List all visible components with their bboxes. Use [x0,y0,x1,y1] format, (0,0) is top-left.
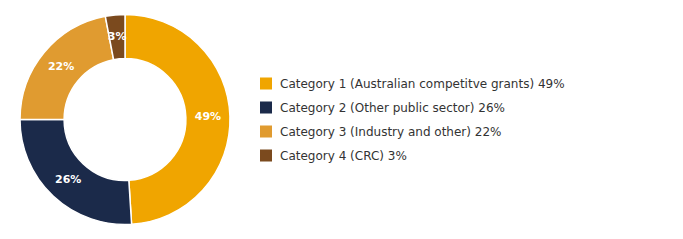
legend-item: Category 4 (CRC) 3% [260,149,407,163]
legend-label: Category 2 (Other public sector) 26% [280,101,505,115]
slices [20,15,230,225]
slice [20,16,114,119]
data-label: 3% [108,30,127,43]
legend-label: Category 1 (Australian competitve grants… [280,77,565,91]
legend-swatch [260,78,272,90]
legend: Category 1 (Australian competitve grants… [260,77,565,163]
legend-swatch [260,126,272,138]
slice [125,15,230,225]
data-label: 49% [195,110,221,123]
legend-label: Category 4 (CRC) 3% [280,149,407,163]
legend-item: Category 2 (Other public sector) 26% [260,101,505,115]
plot-area: 49% 26% 22% 3% [20,15,230,225]
legend-swatch [260,102,272,114]
legend-label: Category 3 (Industry and other) 22% [280,125,501,139]
legend-item: Category 1 (Australian competitve grants… [260,77,565,91]
legend-item: Category 3 (Industry and other) 22% [260,125,501,139]
legend-swatch [260,150,272,162]
data-label: 26% [55,173,81,186]
slice [20,120,132,225]
chart: 49% 26% 22% 3% Category 1 (Australian compet… [0,0,683,239]
data-label: 22% [48,60,74,73]
